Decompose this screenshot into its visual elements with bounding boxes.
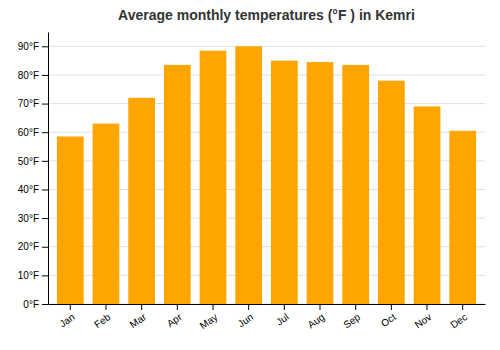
- bar: [57, 137, 84, 304]
- y-tick-label: 90°F: [18, 41, 39, 52]
- y-tick-mark: [42, 218, 48, 219]
- bar: [414, 106, 441, 304]
- grid-line: [48, 74, 485, 75]
- y-tick-mark: [42, 275, 48, 276]
- x-tick-label: Aug: [306, 311, 327, 330]
- bar: [271, 61, 298, 304]
- bar: [200, 51, 227, 304]
- y-tick: 20°F: [18, 241, 48, 252]
- y-tick-label: 50°F: [18, 156, 39, 167]
- x-tick-mark: [284, 304, 285, 310]
- x-tick-mark: [141, 304, 142, 310]
- x-tick: Oct: [379, 304, 398, 329]
- x-tick-mark: [105, 304, 106, 310]
- x-tick-label: Nov: [413, 311, 434, 330]
- y-tick-mark: [42, 132, 48, 133]
- y-tick: 60°F: [18, 127, 48, 138]
- x-axis-line: [49, 304, 486, 305]
- x-tick: Jun: [236, 304, 256, 329]
- y-tick: 80°F: [18, 70, 48, 81]
- x-tick-label: Jan: [57, 311, 77, 329]
- x-tick: Nov: [413, 304, 434, 330]
- y-tick-label: 30°F: [18, 213, 39, 224]
- x-tick-label: Feb: [92, 311, 113, 330]
- x-tick-mark: [70, 304, 71, 310]
- x-tick: Apr: [165, 304, 185, 329]
- x-tick-label: Mar: [128, 311, 149, 330]
- y-tick-mark: [42, 304, 48, 305]
- y-tick: 70°F: [18, 98, 48, 109]
- bar: [128, 98, 155, 304]
- y-tick-mark: [42, 104, 48, 105]
- bar: [449, 131, 476, 304]
- y-tick-mark: [42, 75, 48, 76]
- y-tick-label: 10°F: [18, 270, 39, 281]
- bars: [57, 46, 476, 304]
- x-tick: Sep: [341, 304, 362, 330]
- x-tick: Jan: [57, 304, 77, 329]
- plot: 0°F 10°F 20°F 30°F 40°F 50°F 60°F 70°F 80°F 90°F J…: [18, 33, 486, 332]
- y-tick-mark: [42, 161, 48, 162]
- x-tick-mark: [427, 304, 428, 310]
- x-tick: Jul: [274, 304, 291, 328]
- y-tick-label: 0°F: [23, 299, 39, 310]
- bar: [307, 62, 334, 304]
- y-tick-label: 70°F: [18, 98, 39, 109]
- grid-line: [48, 46, 485, 47]
- grid: [48, 46, 485, 304]
- bar: [342, 65, 369, 304]
- y-axis-line: [48, 33, 49, 305]
- chart-svg: 0°F 10°F 20°F 30°F 40°F 50°F 60°F 70°F 80°F 90°F J…: [0, 0, 500, 350]
- y-tick: 40°F: [18, 184, 48, 195]
- y-tick: 90°F: [18, 41, 48, 52]
- x-tick-label: May: [198, 311, 220, 331]
- y-tick-label: 20°F: [18, 241, 39, 252]
- x-tick-label: Oct: [379, 311, 398, 329]
- y-tick: 0°F: [23, 299, 48, 310]
- y-tick: 50°F: [18, 156, 48, 167]
- x-tick-mark: [248, 304, 249, 310]
- x-tick-label: Jul: [274, 311, 291, 327]
- y-tick: 30°F: [18, 213, 48, 224]
- x-tick-mark: [212, 304, 213, 310]
- bar: [235, 46, 262, 304]
- x-axis: Jan Feb Mar Apr May Jun Jul Aug Sep Oct Nov Dec: [49, 304, 486, 331]
- bar: [378, 81, 405, 304]
- y-tick-mark: [42, 46, 48, 47]
- x-tick: May: [198, 304, 220, 331]
- chart-container: 0°F 10°F 20°F 30°F 40°F 50°F 60°F 70°F 80°F 90°F J…: [0, 0, 500, 350]
- y-tick-mark: [42, 247, 48, 248]
- y-tick: 10°F: [18, 270, 48, 281]
- x-tick-mark: [462, 304, 463, 310]
- x-tick-mark: [355, 304, 356, 310]
- x-tick-label: Apr: [165, 311, 185, 329]
- x-tick-label: Dec: [448, 311, 469, 330]
- x-tick: Mar: [128, 304, 149, 330]
- x-tick-mark: [177, 304, 178, 310]
- x-tick: Dec: [448, 304, 469, 330]
- title: Average monthly temperatures (°F ) in Ke…: [118, 7, 415, 23]
- y-tick-mark: [42, 189, 48, 190]
- x-tick-label: Sep: [341, 311, 362, 330]
- y-tick-label: 80°F: [18, 70, 39, 81]
- x-tick: Feb: [92, 304, 113, 330]
- x-tick-label: Jun: [236, 311, 256, 329]
- x-tick: Aug: [306, 304, 327, 330]
- x-tick-mark: [320, 304, 321, 310]
- bar: [164, 65, 191, 304]
- y-axis: 0°F 10°F 20°F 30°F 40°F 50°F 60°F 70°F 80°F 90°F: [18, 33, 49, 310]
- bar: [93, 124, 120, 304]
- y-tick-label: 60°F: [18, 127, 39, 138]
- grid-line: [48, 103, 485, 104]
- y-tick-label: 40°F: [18, 184, 39, 195]
- x-tick-mark: [391, 304, 392, 310]
